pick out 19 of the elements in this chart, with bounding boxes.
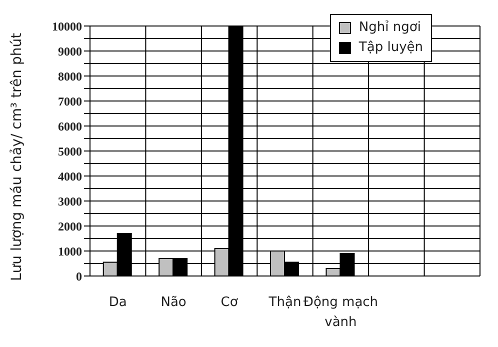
legend-label: Tập luyện (358, 39, 423, 57)
y-tick-label: 9000 (58, 44, 82, 58)
y-tick-label: 2000 (58, 219, 82, 234)
x-tick-label: Thận (268, 295, 302, 310)
y-tick-label: 3000 (58, 194, 82, 208)
x-tick-label: Não (160, 295, 186, 310)
y-tick-label: 4000 (58, 169, 82, 184)
y-tick-label: 10000 (52, 19, 82, 34)
y-tick-label: 7000 (58, 94, 82, 108)
legend-label: Nghỉ ngơi (358, 19, 421, 37)
x-tick-label: Cơ (220, 295, 238, 310)
y-tick-label: 6000 (58, 119, 82, 134)
x-tick-label: Da (108, 295, 127, 310)
y-axis-title: Lưu lượng máu chảy/ cm³ trên phút (8, 32, 25, 281)
y-tick-label: 0 (76, 269, 82, 284)
y-tick-label: 8000 (58, 69, 82, 84)
y-tick-label: 1000 (58, 244, 82, 258)
x-tick-label: Động mạch vành (303, 295, 378, 330)
y-tick-label: 5000 (58, 144, 82, 158)
